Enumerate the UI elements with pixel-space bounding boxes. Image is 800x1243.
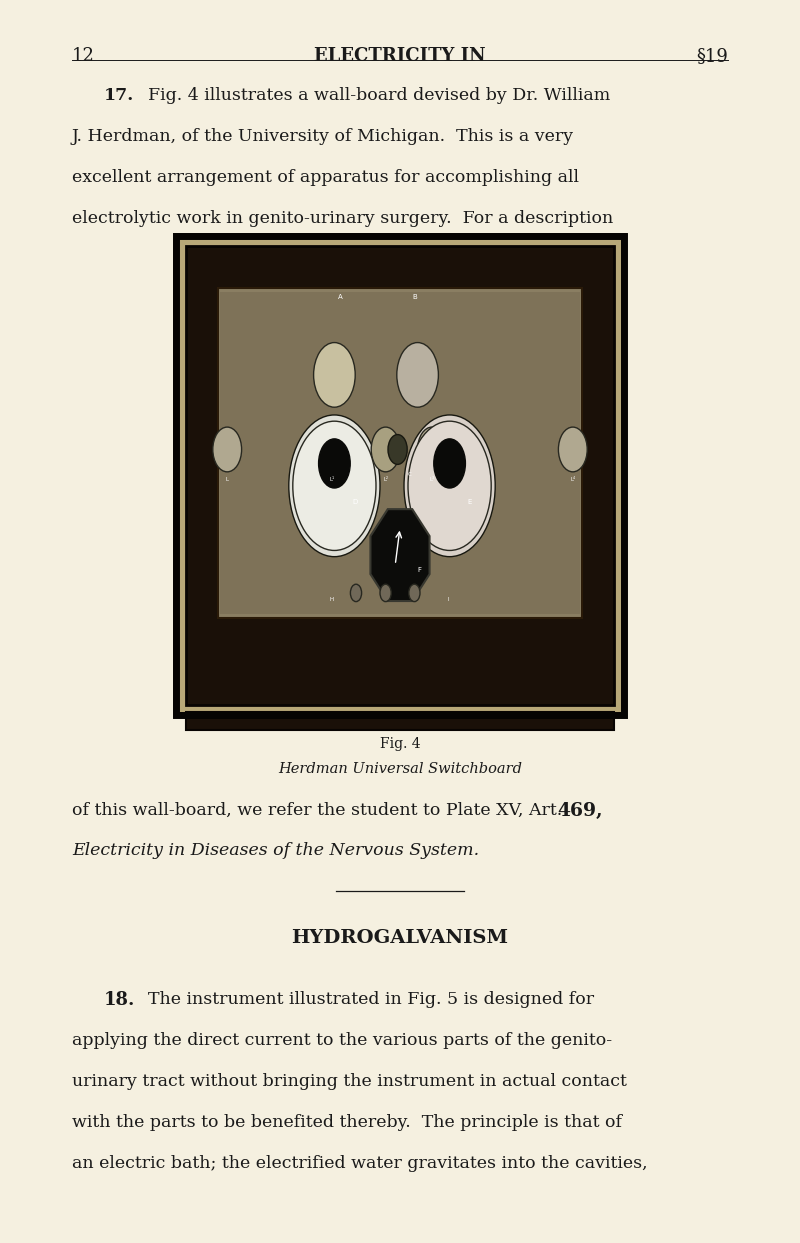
Circle shape [213, 428, 242, 472]
Circle shape [404, 415, 495, 557]
Circle shape [558, 428, 587, 472]
Text: H: H [330, 597, 334, 602]
Text: applying the direct current to the various parts of the genito-: applying the direct current to the vario… [72, 1032, 612, 1049]
Circle shape [409, 584, 420, 602]
Circle shape [318, 428, 346, 472]
Circle shape [314, 343, 355, 408]
Text: with the parts to be benefited thereby.  The principle is that of: with the parts to be benefited thereby. … [72, 1114, 622, 1131]
Text: L¹: L¹ [330, 477, 334, 482]
Text: L²: L² [383, 477, 388, 482]
Text: L⁴: L⁴ [570, 477, 575, 482]
Text: B: B [412, 295, 417, 300]
Circle shape [318, 439, 350, 488]
Text: F: F [418, 567, 422, 573]
Text: §19: §19 [696, 47, 728, 65]
Text: D: D [352, 498, 358, 505]
Circle shape [350, 584, 362, 602]
Text: ELECTRICITY IN: ELECTRICITY IN [314, 47, 486, 65]
Text: Herdman Universal Switchboard: Herdman Universal Switchboard [278, 762, 522, 776]
Text: an electric bath; the electrified water gravitates into the cavities,: an electric bath; the electrified water … [72, 1155, 648, 1172]
Text: 469,: 469, [557, 802, 602, 819]
Text: I: I [447, 597, 449, 602]
Text: L: L [226, 477, 229, 482]
Polygon shape [370, 510, 430, 602]
Text: Fig. 4 illustrates a wall-board devised by Dr. William: Fig. 4 illustrates a wall-board devised … [148, 87, 610, 104]
Text: L³: L³ [430, 477, 434, 482]
Circle shape [289, 415, 380, 557]
Circle shape [380, 584, 391, 602]
Text: 12: 12 [72, 47, 95, 65]
Text: of this wall-board, we refer the student to Plate XV, Art.: of this wall-board, we refer the student… [72, 802, 568, 819]
FancyBboxPatch shape [186, 712, 614, 730]
Circle shape [293, 421, 376, 551]
Text: HYDROGALVANISM: HYDROGALVANISM [291, 929, 509, 946]
FancyBboxPatch shape [218, 288, 582, 618]
Text: Fig. 4: Fig. 4 [380, 737, 420, 751]
Text: Electricity in Diseases of the Nervous System.: Electricity in Diseases of the Nervous S… [72, 842, 479, 859]
Circle shape [388, 435, 407, 465]
Text: The instrument illustrated in Fig. 5 is designed for: The instrument illustrated in Fig. 5 is … [148, 991, 594, 1008]
Text: 17.: 17. [104, 87, 134, 104]
Text: urinary tract without bringing the instrument in actual contact: urinary tract without bringing the instr… [72, 1073, 627, 1090]
Text: J. Herdman, of the University of Michigan.  This is a very: J. Herdman, of the University of Michiga… [72, 128, 574, 145]
Circle shape [418, 428, 446, 472]
Text: electrolytic work in genito-urinary surgery.  For a description: electrolytic work in genito-urinary surg… [72, 210, 614, 227]
Circle shape [434, 439, 466, 488]
FancyBboxPatch shape [220, 292, 580, 614]
FancyBboxPatch shape [186, 246, 614, 705]
Text: C: C [408, 472, 411, 477]
Text: A: A [338, 295, 342, 300]
Circle shape [408, 421, 491, 551]
FancyBboxPatch shape [176, 236, 624, 715]
Text: E: E [467, 498, 471, 505]
Circle shape [397, 343, 438, 408]
Text: excellent arrangement of apparatus for accomplishing all: excellent arrangement of apparatus for a… [72, 169, 579, 186]
Text: 18.: 18. [104, 991, 135, 1008]
Circle shape [371, 428, 400, 472]
